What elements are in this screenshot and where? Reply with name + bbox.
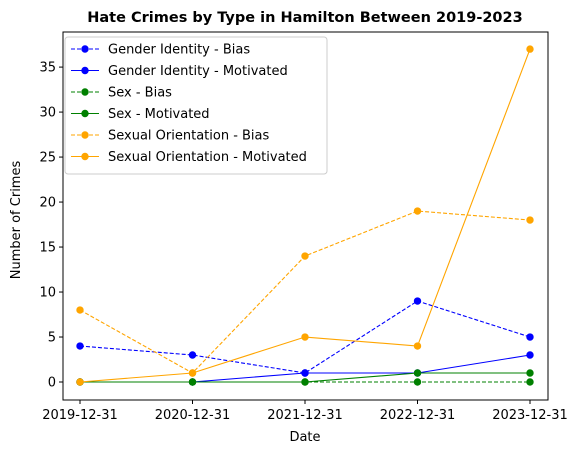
y-tick-label: 5 bbox=[48, 331, 56, 346]
legend-label: Sex - Bias bbox=[108, 86, 172, 101]
data-point bbox=[526, 45, 534, 53]
series-line bbox=[80, 354, 531, 383]
data-point bbox=[301, 333, 309, 341]
data-point bbox=[526, 351, 534, 359]
x-tick-label: 2019-12-31 bbox=[42, 408, 118, 423]
data-point bbox=[526, 216, 534, 224]
x-tick-label: 2022-12-31 bbox=[380, 408, 456, 423]
x-tick-label: 2023-12-31 bbox=[492, 408, 568, 423]
series-line bbox=[79, 210, 531, 374]
y-tick-label: 25 bbox=[39, 151, 56, 166]
x-axis-label: Date bbox=[289, 430, 320, 445]
legend-marker bbox=[81, 45, 89, 53]
data-point bbox=[413, 342, 422, 350]
data-point bbox=[76, 306, 84, 314]
data-point bbox=[188, 378, 197, 386]
y-tick-label: 10 bbox=[39, 286, 56, 301]
legend-label: Sexual Orientation - Bias bbox=[108, 129, 270, 144]
data-point bbox=[301, 378, 309, 386]
legend-marker bbox=[81, 66, 89, 75]
y-tick-label: 30 bbox=[39, 106, 56, 121]
data-point bbox=[413, 369, 422, 377]
data-point bbox=[526, 378, 534, 386]
data-point bbox=[526, 369, 534, 377]
data-point bbox=[301, 252, 309, 260]
data-point bbox=[76, 378, 84, 386]
legend-marker bbox=[81, 131, 89, 139]
legend-box bbox=[64, 36, 328, 175]
chart-title: Hate Crimes by Type in Hamilton Between … bbox=[87, 10, 522, 26]
data-point bbox=[301, 369, 309, 377]
y-tick-label: 35 bbox=[39, 61, 56, 76]
data-point bbox=[76, 342, 84, 350]
data-point bbox=[188, 351, 197, 359]
legend-label: Sex - Motivated bbox=[108, 107, 210, 122]
x-tick-label: 2020-12-31 bbox=[155, 408, 231, 423]
data-point bbox=[188, 369, 197, 377]
legend-marker bbox=[81, 152, 89, 161]
legend-label: Gender Identity - Bias bbox=[108, 43, 250, 58]
y-tick-label: 15 bbox=[39, 241, 56, 256]
data-point bbox=[413, 378, 422, 386]
legend-label: Sexual Orientation - Motivated bbox=[108, 150, 307, 165]
legend-marker bbox=[81, 109, 89, 118]
data-point bbox=[526, 333, 534, 341]
x-tick-label: 2021-12-31 bbox=[267, 408, 343, 423]
y-axis-label: Number of Crimes bbox=[9, 161, 24, 280]
y-tick-label: 0 bbox=[48, 376, 56, 391]
data-point bbox=[413, 297, 422, 305]
legend-marker bbox=[81, 88, 89, 96]
data-point bbox=[413, 207, 422, 215]
plot-area: 0 5 10 15 20 25 30 35 2019-12-31 2020-12-31 2021-1… bbox=[39, 31, 568, 423]
y-tick-label: 20 bbox=[39, 196, 56, 211]
legend-label: Gender Identity - Motivated bbox=[108, 64, 288, 79]
